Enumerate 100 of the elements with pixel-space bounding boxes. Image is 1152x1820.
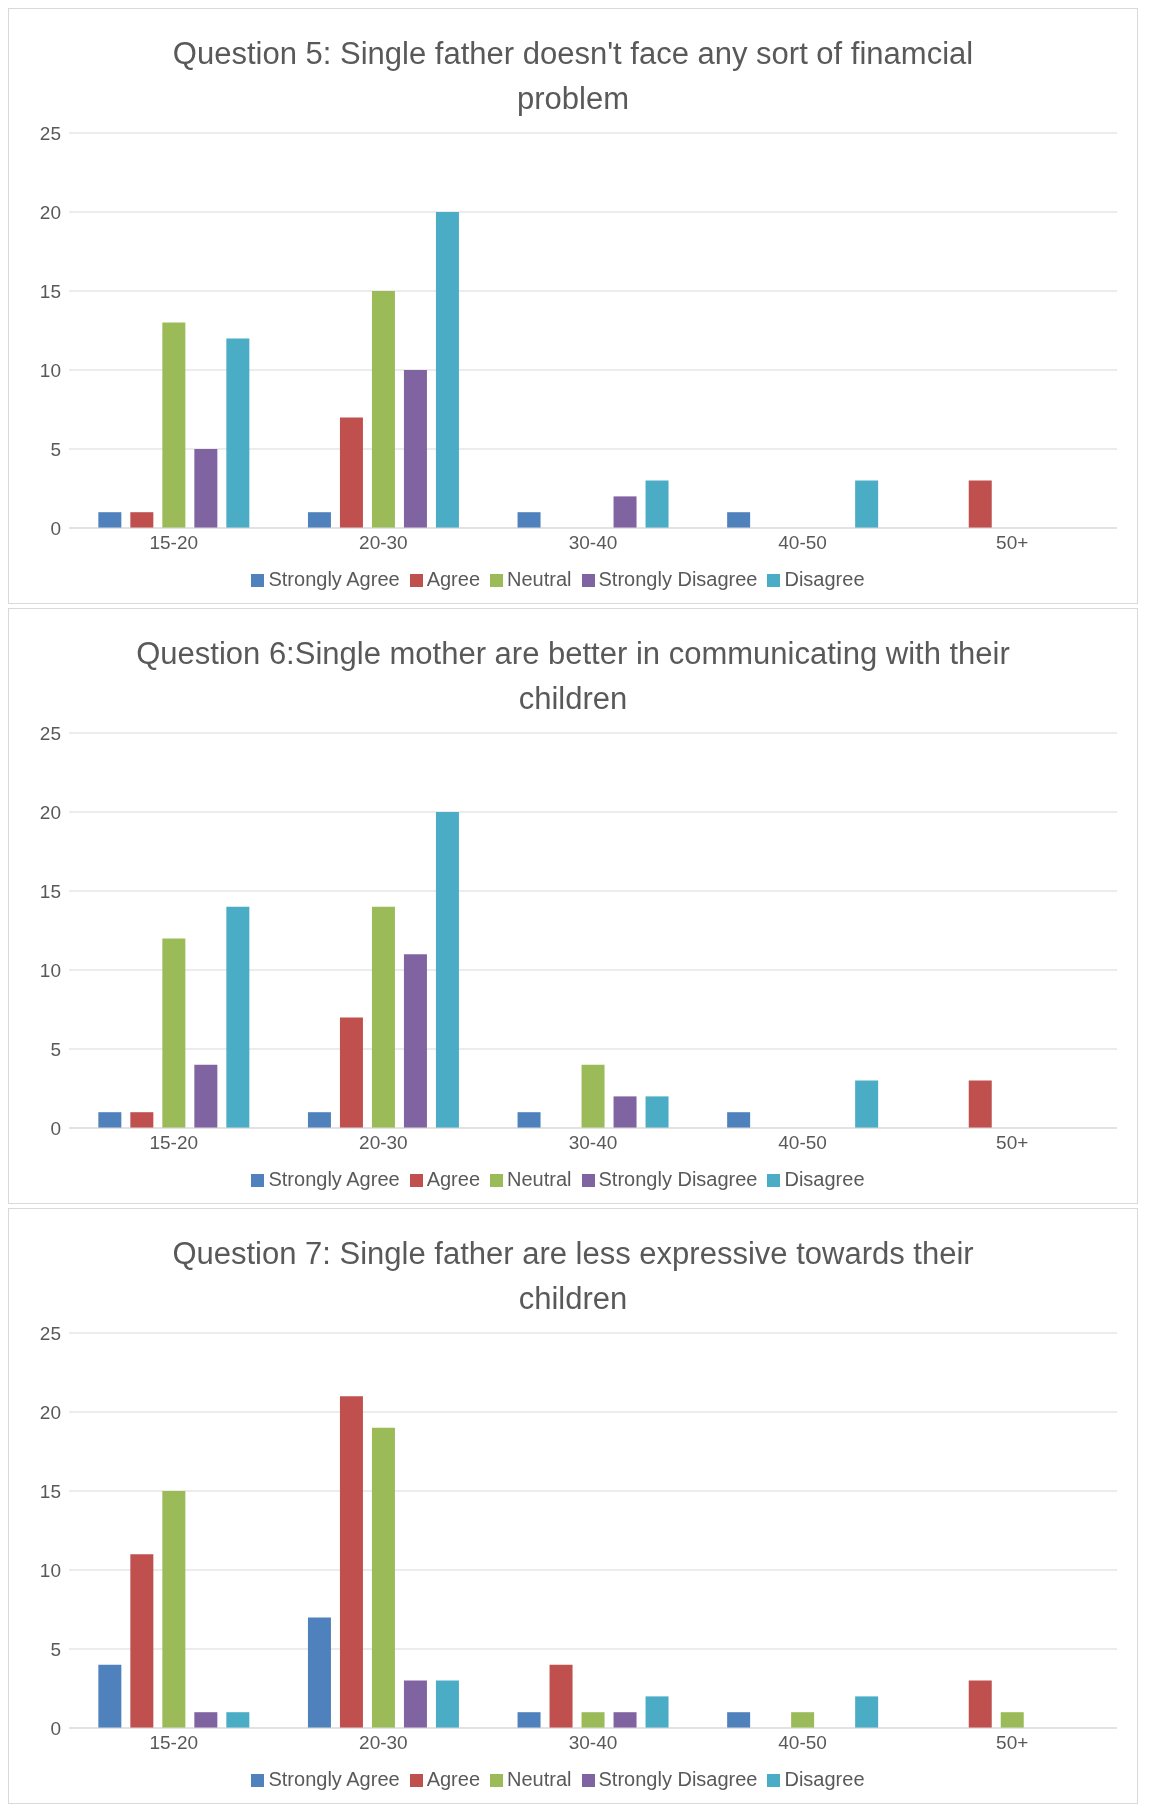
x-tick-label: 50+ — [996, 1132, 1029, 1154]
bar — [339, 1017, 363, 1128]
x-tick-label: 40-50 — [778, 532, 827, 554]
bar — [581, 1712, 605, 1728]
y-tick-label: 10 — [39, 1559, 61, 1581]
bar — [613, 496, 637, 528]
x-tick-label: 30-40 — [568, 1732, 618, 1754]
legend-label: Strongly Agree — [268, 1768, 400, 1790]
bar — [549, 1664, 573, 1728]
legend-label: Disagree — [784, 568, 865, 590]
legend-label: Strongly Disagree — [598, 1168, 758, 1190]
y-tick-label: 20 — [39, 1401, 61, 1423]
legend-label: Disagree — [784, 1168, 865, 1190]
bar — [727, 1112, 751, 1128]
legend-label: Strongly Disagree — [598, 568, 758, 590]
x-tick-label: 50+ — [996, 532, 1029, 554]
y-tick-label: 10 — [39, 359, 61, 381]
bar — [968, 1080, 992, 1128]
legend-label: Disagree — [784, 1768, 865, 1790]
bar — [791, 1712, 815, 1728]
bar — [194, 1712, 218, 1728]
bar — [581, 1064, 605, 1128]
legend-label: Neutral — [507, 1168, 572, 1190]
bar — [307, 1112, 331, 1128]
bar — [226, 338, 250, 528]
bar — [194, 1064, 218, 1128]
legend-label: Agree — [426, 568, 481, 590]
bar — [403, 954, 427, 1128]
legend-label: Strongly Agree — [268, 568, 400, 590]
x-tick-label: 15-20 — [149, 532, 199, 554]
x-tick-label: 30-40 — [568, 1132, 618, 1154]
bar — [517, 1112, 541, 1128]
bar — [226, 1712, 250, 1728]
bar — [645, 480, 669, 528]
y-tick-label: 5 — [50, 1638, 61, 1660]
bar — [130, 1554, 154, 1728]
bar — [968, 480, 992, 528]
y-tick-label: 5 — [50, 1038, 61, 1060]
bar — [130, 1112, 154, 1128]
legend-label: Neutral — [507, 1768, 572, 1790]
bar — [645, 1696, 669, 1728]
legend-label: Agree — [426, 1168, 481, 1190]
y-tick-label: 0 — [50, 1117, 61, 1139]
bar — [130, 512, 154, 528]
bar — [645, 1096, 669, 1128]
x-tick-label: 15-20 — [149, 1732, 199, 1754]
bar — [307, 512, 331, 528]
bar — [403, 370, 427, 528]
x-tick-label: 40-50 — [778, 1132, 827, 1154]
y-tick-label: 20 — [39, 201, 61, 223]
chart-title: Question 7: Single father are less expressive towards their children — [171, 1235, 975, 1318]
y-tick-label: 15 — [39, 1480, 61, 1502]
bar — [98, 1112, 122, 1128]
y-tick-label: 25 — [39, 122, 61, 144]
bar — [162, 938, 186, 1128]
x-tick-label: 15-20 — [149, 1132, 199, 1154]
bar — [727, 512, 751, 528]
y-tick-label: 25 — [39, 1322, 61, 1344]
x-tick-label: 50+ — [996, 1732, 1029, 1754]
bar — [98, 512, 122, 528]
bar — [727, 1712, 751, 1728]
bar — [307, 1617, 331, 1728]
bar — [194, 449, 218, 528]
bar — [435, 812, 459, 1128]
x-tick-label: 40-50 — [778, 1732, 827, 1754]
y-tick-label: 0 — [50, 517, 61, 539]
bar — [1000, 1712, 1024, 1728]
bar — [855, 1080, 879, 1128]
bar — [613, 1096, 637, 1128]
bar — [339, 1396, 363, 1728]
bar — [226, 906, 250, 1128]
legend-label: Neutral — [507, 568, 572, 590]
legend-label: Strongly Disagree — [598, 1768, 758, 1790]
x-tick-label: 30-40 — [568, 532, 618, 554]
y-tick-label: 5 — [50, 438, 61, 460]
bar — [435, 212, 459, 528]
x-tick-label: 20-30 — [359, 1732, 408, 1754]
bar — [98, 1664, 122, 1728]
bar — [855, 480, 879, 528]
y-tick-label: 10 — [39, 959, 61, 981]
bar — [371, 906, 395, 1128]
bar — [517, 1712, 541, 1728]
chart-title: Question 6:Single mother are better in communicating with their children — [135, 635, 1011, 718]
y-tick-label: 20 — [39, 801, 61, 823]
bar — [613, 1712, 637, 1728]
bar — [162, 1491, 186, 1728]
legend-label: Strongly Agree — [268, 1168, 400, 1190]
bar — [435, 1680, 459, 1728]
bar — [403, 1680, 427, 1728]
bar — [162, 322, 186, 528]
y-tick-label: 25 — [39, 722, 61, 744]
legend-label: Agree — [426, 1768, 481, 1790]
bar — [371, 1427, 395, 1728]
y-tick-label: 0 — [50, 1717, 61, 1739]
y-tick-label: 15 — [39, 880, 61, 902]
chart-title: Question 5: Single father doesn't face any sort of finamcial problem — [171, 35, 975, 118]
bar — [371, 291, 395, 528]
bar — [855, 1696, 879, 1728]
bar — [339, 417, 363, 528]
x-tick-label: 20-30 — [359, 532, 408, 554]
